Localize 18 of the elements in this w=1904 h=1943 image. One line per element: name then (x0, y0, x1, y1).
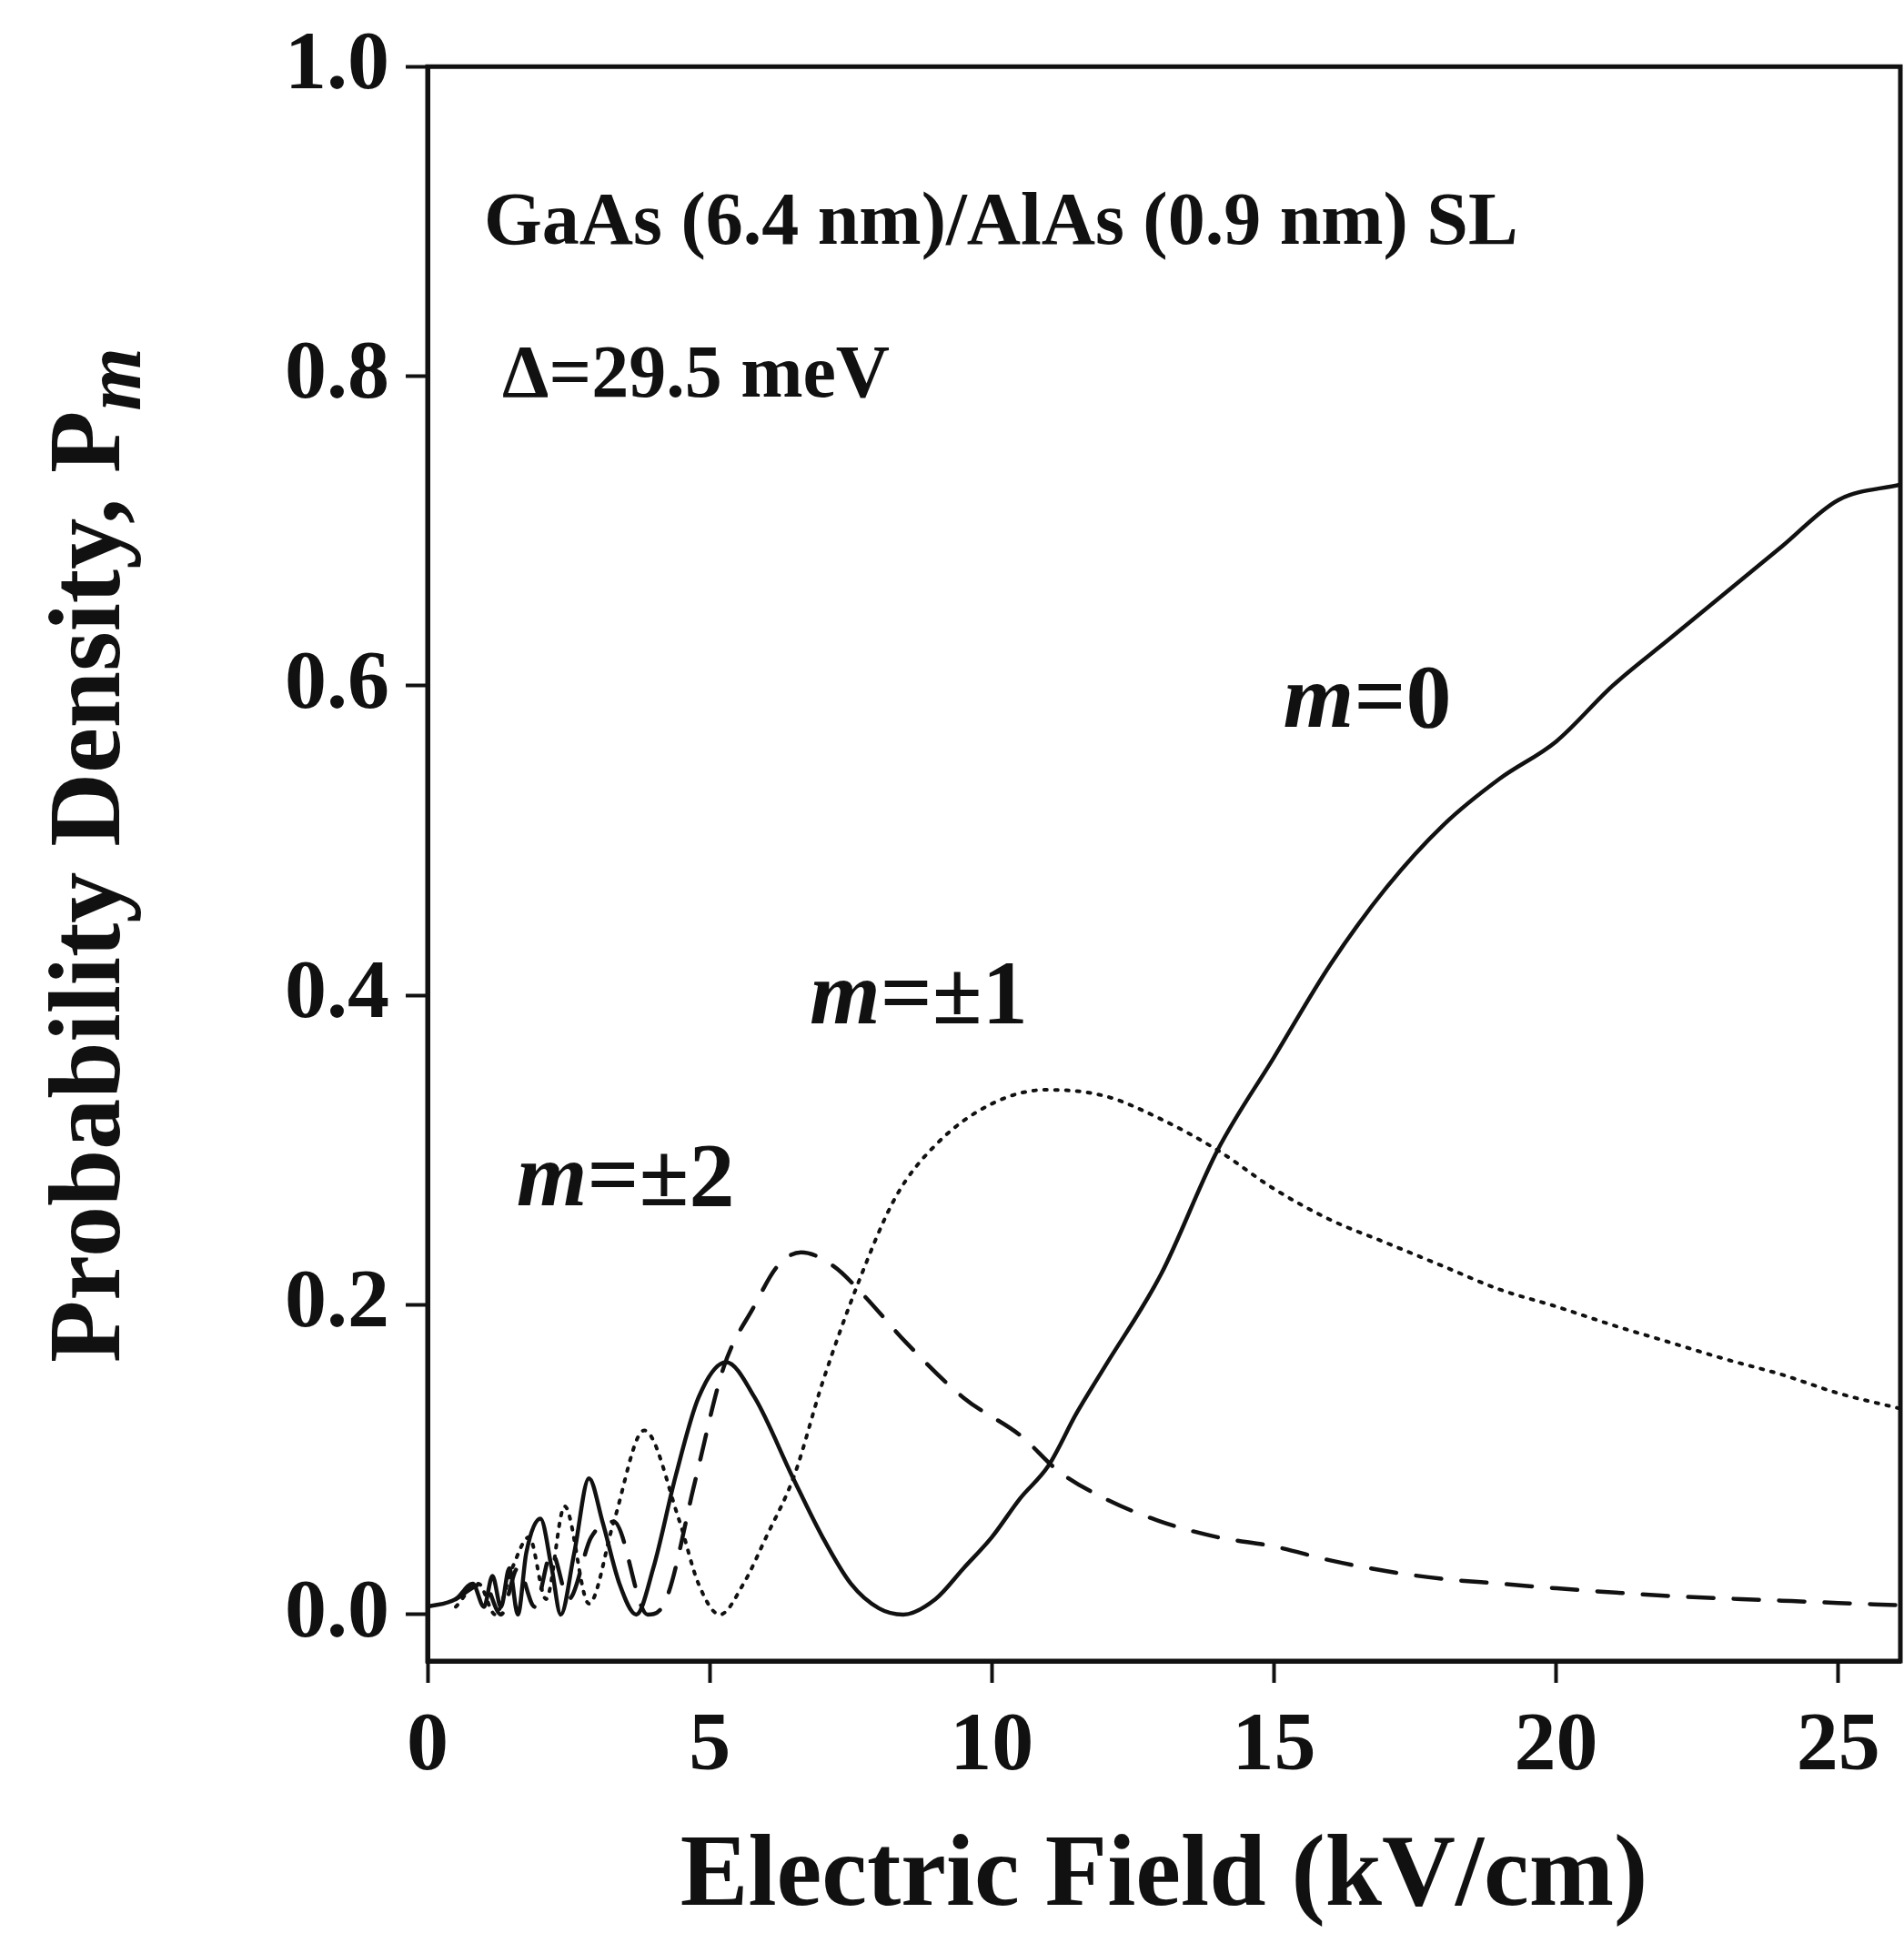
y-tick-label: 0.2 (285, 1252, 389, 1345)
series-label: m=±2 (516, 1123, 735, 1225)
annotation: GaAs (6.4 nm)/AlAs (0.9 nm) SL (484, 177, 1518, 261)
y-tick-label: 1.0 (285, 13, 389, 106)
y-tick-label: 0.8 (285, 323, 389, 417)
x-axis-title: Electric Field (kV/cm) (680, 1813, 1648, 1927)
x-tick-label: 15 (1232, 1694, 1316, 1787)
y-tick-label: 0.4 (285, 942, 389, 1036)
x-tick-label: 10 (950, 1694, 1034, 1787)
y-tick-label: 0.6 (285, 632, 389, 726)
x-tick-label: 25 (1796, 1694, 1880, 1787)
annotation: Δ=29.5 meV (502, 330, 891, 414)
x-tick-label: 20 (1514, 1694, 1598, 1787)
series-label: m=0 (1283, 645, 1452, 747)
y-tick-label: 0.0 (285, 1561, 389, 1655)
x-tick-label: 0 (407, 1694, 448, 1787)
series-label: m=±1 (810, 941, 1028, 1043)
x-tick-label: 5 (689, 1694, 731, 1787)
